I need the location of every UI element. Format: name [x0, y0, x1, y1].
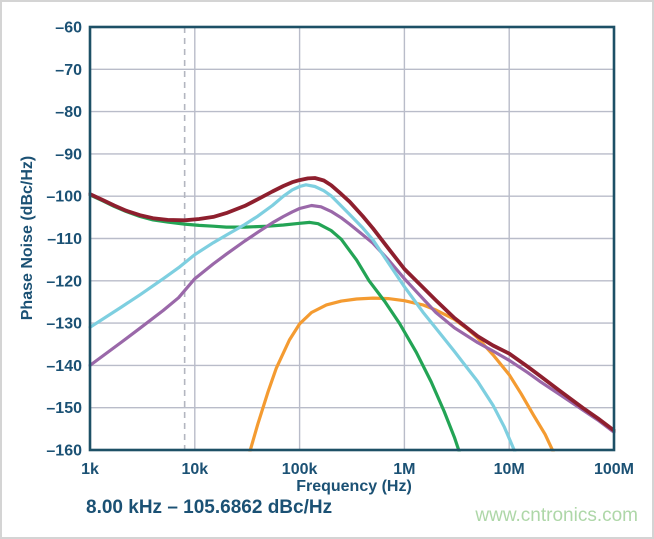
y-tick-label: –150 — [46, 400, 82, 417]
y-tick-label: –60 — [55, 20, 82, 37]
watermark-text: www.cntronics.com — [475, 505, 638, 526]
x-tick-label: 10M — [494, 461, 525, 478]
x-tick-label: 1k — [81, 461, 99, 478]
curves-group — [88, 176, 616, 452]
x-tick-label: 1M — [393, 461, 415, 478]
series-orange-curve — [248, 296, 555, 452]
y-tick-label: –110 — [47, 231, 82, 248]
y-tick-label: –70 — [55, 62, 82, 79]
y-tick-label: –160 — [46, 443, 82, 460]
y-tick-label: –120 — [46, 273, 82, 290]
x-tick-label: 100k — [282, 461, 318, 478]
y-axis-title: Phase Noise (dBc/Hz) — [19, 155, 36, 321]
y-tick-label: –90 — [55, 146, 82, 163]
y-tick-label: –80 — [55, 104, 82, 121]
series-dark-red-curve — [88, 176, 616, 433]
marker-annotation: 8.00 kHz – 105.6862 dBc/Hz — [86, 497, 333, 518]
y-tick-label: –130 — [46, 316, 82, 333]
y-tick-label: –100 — [46, 189, 82, 206]
x-tick-label: 100M — [594, 461, 634, 478]
series-cyan-curve — [88, 183, 517, 452]
series-purple-curve — [88, 203, 616, 434]
x-axis-title: Frequency (Hz) — [296, 478, 412, 495]
axis-border — [88, 25, 616, 452]
y-tick-label: –140 — [46, 358, 82, 375]
x-tick-label: 10k — [181, 461, 208, 478]
